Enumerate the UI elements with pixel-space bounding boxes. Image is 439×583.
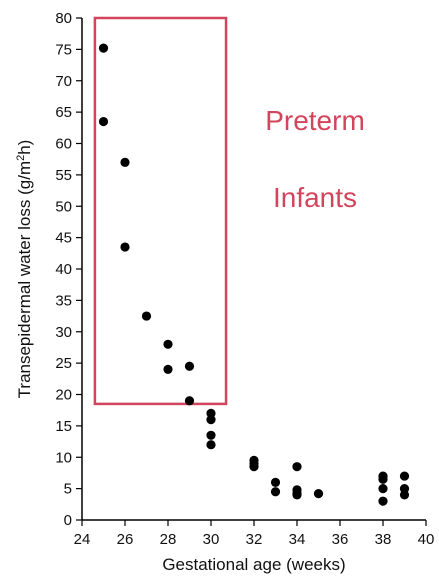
annotation-infants: Infants [273,182,357,213]
data-point [206,430,216,440]
data-point [120,242,130,252]
x-tick-label: 26 [117,531,134,548]
y-tick-label: 60 [55,136,72,153]
x-tick-label: 40 [418,531,435,548]
y-tick-label: 55 [55,167,72,184]
y-axis-title-end: h) [15,140,34,155]
y-axis-title-main: Transepidermal water loss (g/m [15,161,34,398]
y-tick-label: 80 [55,10,72,27]
y-tick-label: 10 [55,449,72,466]
y-tick-label: 35 [55,292,72,309]
y-tick-label: 50 [55,198,72,215]
preterm-highlight-box [93,16,228,406]
data-point [378,484,388,494]
y-tick-label: 30 [55,324,72,341]
x-tick-label: 24 [74,531,91,548]
y-tick-label: 0 [64,512,72,529]
y-tick-label: 45 [55,230,72,247]
data-point [249,462,259,472]
data-point [98,116,109,127]
data-point [270,477,281,487]
x-axis-ticks: 24 26 28 30 32 34 36 38 40 [74,520,435,548]
y-tick-label: 5 [64,481,72,498]
data-point [378,474,388,484]
x-tick-label: 30 [203,531,220,548]
data-point [313,489,324,499]
x-tick-label: 34 [289,531,306,548]
data-point [184,396,195,406]
data-point [163,364,173,374]
data-point [206,415,216,425]
data-point [206,440,216,450]
x-tick-label: 38 [375,531,392,548]
y-tick-label: 65 [55,104,72,121]
data-point [399,490,410,500]
data-point [120,157,130,167]
y-tick-label: 15 [55,418,72,435]
y-tick-label: 25 [55,355,72,372]
data-point [292,462,302,472]
annotation-preterm: Preterm [265,105,365,136]
data-points [98,43,410,506]
y-tick-label: 40 [55,261,72,278]
x-tick-label: 32 [246,531,263,548]
y-tick-label: 75 [55,41,72,58]
y-axis-ticks: 0 5 10 15 20 25 30 35 40 45 50 55 60 65 70 75 80 [55,10,82,529]
data-point [184,361,195,371]
data-point [292,490,302,500]
data-point [378,496,388,506]
y-tick-label: 20 [55,387,72,404]
x-tick-label: 28 [160,531,177,548]
data-point [163,339,173,349]
y-axis-title-superscript: 2 [15,155,27,161]
data-point [270,487,281,497]
x-axis-title: Gestational age (weeks) [162,555,345,574]
y-tick-label: 70 [55,73,72,90]
y-axis-title: Transepidermal water loss (g/m2h) [15,140,34,399]
x-tick-label: 36 [332,531,349,548]
data-point [399,471,410,481]
data-point [141,311,152,321]
data-point [98,43,109,53]
